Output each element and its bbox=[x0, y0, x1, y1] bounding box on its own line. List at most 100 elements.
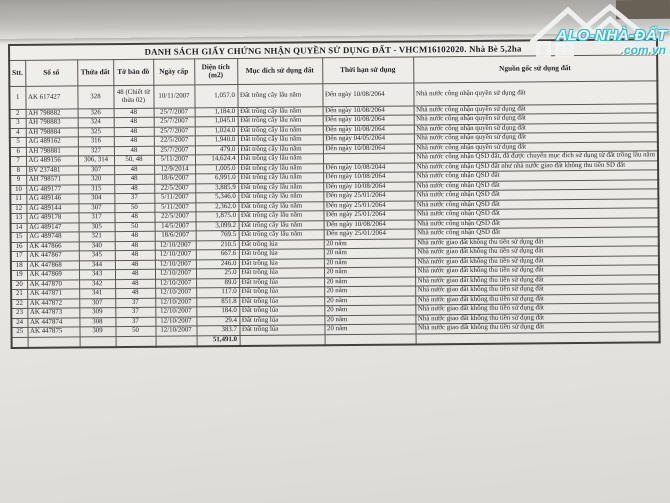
cell-thua-dat: 305 bbox=[78, 222, 115, 232]
total-cell-empty bbox=[155, 335, 197, 347]
cell-stt: 2 bbox=[9, 108, 26, 119]
cell-thua-dat: 309 bbox=[79, 326, 116, 337]
cell-ngay-cap: 22/5/2007 bbox=[154, 211, 196, 222]
cell-thua-dat: 307 bbox=[79, 298, 116, 308]
cell-thua-dat: 316 bbox=[77, 136, 114, 147]
cell-to-ban-do: 48 bbox=[113, 117, 154, 128]
cell-stt: 19 bbox=[10, 270, 28, 280]
cell-nguon-goc: Nhà nước công nhận quyền sử dụng đất bbox=[413, 80, 658, 106]
total-cell-empty bbox=[79, 336, 116, 348]
cell-to-ban-do: 48 bbox=[113, 136, 154, 147]
cell-ngay-cap: 22/5/2007 bbox=[153, 135, 195, 146]
total-cell-empty bbox=[27, 336, 80, 348]
cell-dien-tich: 210.5 bbox=[195, 239, 239, 250]
cell-to-ban-do: 37 bbox=[115, 297, 156, 308]
cell-ngay-cap: 5/11/2007 bbox=[154, 202, 196, 213]
cell-thua-dat: 315 bbox=[78, 184, 115, 194]
cell-ngay-cap: 18/6/2007 bbox=[154, 230, 196, 241]
cell-so-so: AH 798571 bbox=[26, 174, 79, 185]
cell-ngay-cap: 25/7/2007 bbox=[153, 126, 195, 137]
cell-dien-tich: 1,024.0 bbox=[194, 125, 238, 136]
watermark-text: ALO-NHÀ-ĐẤT bbox=[556, 27, 667, 44]
cell-thua-dat: 343 bbox=[78, 269, 116, 280]
cell-thua-dat: 342 bbox=[79, 279, 116, 289]
cell-thua-dat: 344 bbox=[78, 260, 115, 270]
cell-to-ban-do: 48 bbox=[114, 212, 155, 223]
cell-stt: 15 bbox=[10, 232, 27, 242]
cell-ngay-cap: 12/10/2007 bbox=[155, 325, 197, 336]
cell-stt: 12 bbox=[10, 203, 27, 214]
cell-to-ban-do: 37 bbox=[114, 193, 155, 204]
cell-ngay-cap: 12/9/2014 bbox=[154, 164, 196, 175]
cell-stt: 21 bbox=[11, 289, 28, 299]
cell-so-so: AH 798883 bbox=[25, 117, 78, 128]
cell-stt: 13 bbox=[10, 213, 27, 223]
cell-dien-tich: 184.0 bbox=[196, 306, 240, 317]
cell-ngay-cap: 14/5/2007 bbox=[154, 221, 196, 232]
cell-to-ban-do: 48 bbox=[114, 259, 155, 270]
watermark-domain-text: .com.vn bbox=[620, 43, 666, 57]
cell-so-so: AH 798882 bbox=[25, 108, 78, 119]
cell-thua-dat: 340 bbox=[78, 241, 115, 251]
cell-dien-tich: 89.0 bbox=[196, 277, 240, 288]
cell-so-so: AG 489146 bbox=[26, 193, 79, 204]
cell-to-ban-do: 48 bbox=[115, 278, 156, 289]
cell-dien-tich: 1,057.0 bbox=[194, 84, 238, 108]
cell-ngay-cap: 10/11/2007 bbox=[153, 84, 195, 108]
cell-dien-tich: 3,885.9 bbox=[195, 182, 239, 193]
cell-dien-tich: 1,940.0 bbox=[194, 135, 238, 146]
cell-ngay-cap: 12/10/2007 bbox=[154, 259, 196, 270]
cell-dien-tich: 29.4 bbox=[196, 315, 240, 326]
cell-thua-dat: 307 bbox=[78, 203, 115, 213]
cell-ngay-cap: 5/11/2007 bbox=[154, 192, 196, 203]
cell-dien-tich: 667.6 bbox=[195, 249, 239, 260]
cell-ngay-cap: 22/5/2007 bbox=[154, 183, 196, 194]
cell-to-ban-do: 50 bbox=[115, 326, 156, 337]
cell-dien-tich: 383.7 bbox=[196, 325, 240, 336]
cell-dien-tich: 1,184.0 bbox=[194, 106, 238, 117]
land-certificates-table: DANH SÁCH GIẤY CHỨNG NHẬN QUYỀN SỬ DỤNG … bbox=[8, 38, 661, 349]
cell-ngay-cap: 12/10/2007 bbox=[154, 249, 196, 260]
cell-so-so: AK 447874 bbox=[27, 317, 80, 328]
cell-thua-dat: 326 bbox=[77, 108, 114, 118]
cell-stt: 23 bbox=[11, 308, 28, 318]
cell-stt: 1 bbox=[9, 85, 26, 109]
cell-stt: 10 bbox=[10, 184, 27, 195]
cell-dien-tich: 1,045.0 bbox=[194, 116, 238, 127]
cell-thua-dat: 325 bbox=[77, 127, 114, 137]
cell-ngay-cap: 5/11/2007 bbox=[153, 154, 196, 165]
cell-to-ban-do: 48 bbox=[114, 231, 155, 242]
cell-to-ban-do: 48 bbox=[114, 250, 155, 261]
cell-thua-dat: 317 bbox=[78, 212, 115, 223]
cell-thua-dat: 309 bbox=[79, 307, 116, 318]
cell-so-so: AG 489162 bbox=[25, 136, 78, 147]
watermark-logo: ALO-NHÀ-ĐẤT .com.vn bbox=[528, 0, 670, 62]
cell-thua-dat: 345 bbox=[78, 250, 115, 261]
cell-thua-dat: 324 bbox=[77, 117, 114, 128]
column-header-to-ban-do: Tờ bản đồ bbox=[113, 58, 154, 86]
cell-ngay-cap: 18/6/2007 bbox=[154, 173, 196, 184]
cell-stt: 5 bbox=[9, 137, 26, 147]
cell-ngay-cap: 12/10/2007 bbox=[155, 306, 197, 317]
cell-dien-tich: 1,005.0 bbox=[195, 163, 239, 174]
cell-ngay-cap: 12/10/2007 bbox=[154, 240, 196, 251]
cell-to-ban-do: 50 bbox=[114, 202, 155, 213]
cell-ngay-cap: 12/10/2007 bbox=[155, 316, 197, 327]
cell-thua-dat: 321 bbox=[78, 231, 115, 242]
cell-ngay-cap: 12/10/2007 bbox=[154, 268, 197, 279]
column-header-muc-dich: Mục đích sử dụng đất bbox=[237, 57, 323, 85]
cell-so-so: AG 489177 bbox=[26, 184, 79, 195]
cell-dien-tich: 1,875.0 bbox=[195, 211, 239, 222]
table-body: 1 AK 617427 328 48 (Chiết từ thửa 02) 10/11/… bbox=[9, 80, 660, 337]
cell-thua-dat: 320 bbox=[78, 174, 115, 185]
cell-thua-dat: 307 bbox=[78, 165, 115, 175]
cell-stt: 25 bbox=[11, 327, 28, 337]
cell-dien-tich: 2,362.0 bbox=[195, 201, 239, 212]
column-header-thua-dat: Thửa đất bbox=[77, 59, 114, 86]
cell-dien-tich: 117.0 bbox=[196, 287, 240, 298]
cell-stt: 18 bbox=[10, 260, 27, 271]
cell-so-so: AH 798881 bbox=[25, 146, 78, 157]
column-header-ngay-cap: Ngày cấp bbox=[153, 58, 195, 85]
cell-to-ban-do: 48 bbox=[113, 145, 154, 156]
cell-ngay-cap: 12/10/2007 bbox=[155, 297, 197, 308]
